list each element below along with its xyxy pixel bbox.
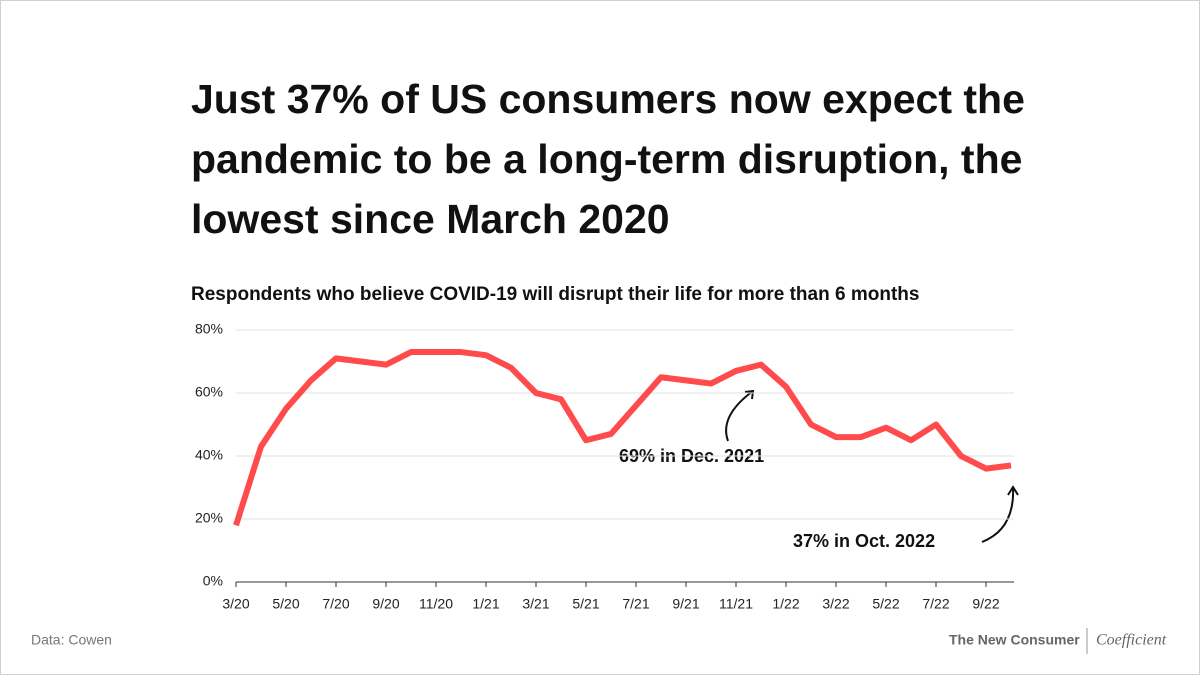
x-tick-label: 3/21	[522, 596, 549, 612]
x-tick-label: 7/20	[322, 596, 349, 612]
chart-subtitle: Respondents who believe COVID-19 will di…	[191, 284, 919, 305]
x-tick-label: 9/22	[972, 596, 999, 612]
x-tick-label: 3/22	[822, 596, 849, 612]
chart-title: Just 37% of US consumers now expect the …	[191, 76, 1025, 242]
x-tick-label: 5/22	[872, 596, 899, 612]
y-tick-label: 60%	[195, 384, 223, 400]
y-tick-label: 20%	[195, 510, 223, 526]
brand: Coefficient	[1096, 632, 1167, 649]
x-tick-label: 9/21	[672, 596, 699, 612]
y-tick-label: 40%	[195, 447, 223, 463]
x-tick-label: 1/22	[772, 596, 799, 612]
x-tick-label: 11/21	[719, 596, 753, 612]
x-tick-label: 7/22	[922, 596, 949, 612]
line	[233, 349, 1012, 527]
x-tick-label: 5/21	[572, 596, 599, 612]
x-tick-label: 9/20	[372, 596, 399, 612]
arrow	[725, 389, 755, 442]
x-tick-label: 5/20	[272, 596, 299, 612]
y-tick-label: 0%	[203, 573, 223, 589]
annotation: 37% in Oct. 2022	[793, 531, 935, 551]
arrow	[981, 485, 1019, 543]
x-tick-label: 7/21	[622, 596, 649, 612]
brand: The New Consumer	[949, 632, 1080, 648]
source: Data: Cowen	[31, 632, 112, 648]
y-tick-label: 80%	[195, 321, 223, 337]
x-tick-label: 11/20	[419, 596, 453, 612]
x-tick-label: 1/21	[472, 596, 499, 612]
x-tick-label: 3/20	[222, 596, 249, 612]
